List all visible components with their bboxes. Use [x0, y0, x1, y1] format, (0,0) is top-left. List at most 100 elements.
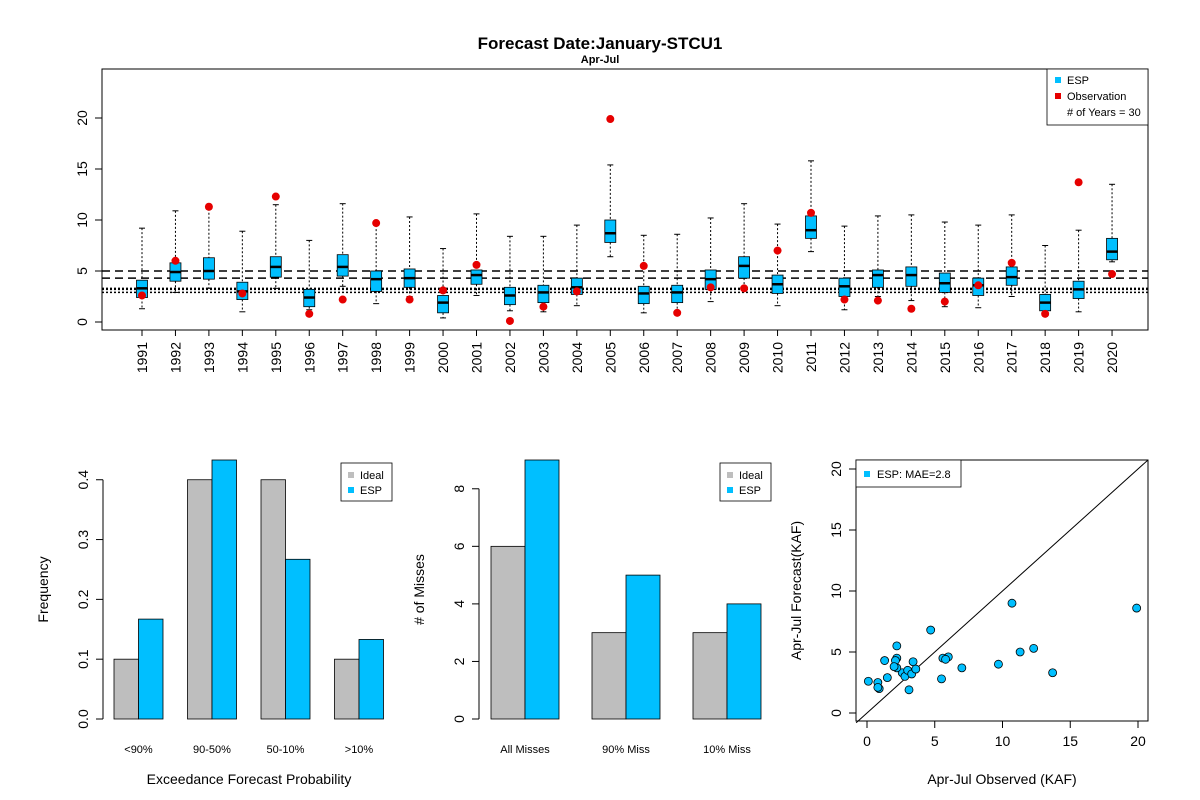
- observation-point: [138, 291, 146, 300]
- x-tick-label-year: 1991: [134, 342, 150, 373]
- freq-y-tick-label: 0.2: [75, 589, 91, 609]
- observation-point: [271, 192, 280, 201]
- freq-category-label: 50-10%: [267, 744, 305, 756]
- scatter-point: [880, 656, 890, 665]
- observation-point: [940, 297, 949, 306]
- scatter-point: [882, 673, 892, 683]
- freq-x-axis-title: Exceedance Forecast Probability: [147, 771, 352, 787]
- x-tick-label-year: 2001: [469, 342, 485, 373]
- misses-legend-swatch-ideal: [727, 472, 733, 478]
- misses-bar-ideal: [692, 632, 728, 720]
- observation-point: [907, 304, 916, 313]
- x-tick-label-year: 2014: [903, 342, 919, 373]
- x-tick-label-year: 2013: [870, 342, 886, 373]
- scatter-point: [1029, 643, 1039, 653]
- chart-subtitle: Apr-Jul: [580, 54, 620, 66]
- observation-point: [873, 296, 882, 305]
- observation-point: [1074, 178, 1083, 187]
- freq-legend-swatch-ideal: [348, 472, 354, 478]
- x-tick-label-year: 2009: [736, 342, 752, 373]
- scatter-legend-swatch: [864, 471, 870, 477]
- misses-bar-ideal: [591, 632, 627, 720]
- x-tick-label-year: 2020: [1104, 342, 1120, 373]
- y-tick-label: 0: [74, 318, 90, 326]
- misses-bar-esp: [625, 574, 661, 720]
- misses-category-label: 90% Miss: [602, 744, 650, 756]
- esp-box: [872, 269, 884, 288]
- esp-box: [637, 285, 650, 305]
- freq-bar-esp: [285, 558, 311, 720]
- freq-bar-ideal: [260, 479, 286, 720]
- misses-legend-label-esp: ESP: [739, 485, 761, 497]
- observation-point: [807, 208, 815, 217]
- scatter-point: [904, 685, 914, 695]
- misses-legend-swatch-esp: [727, 487, 733, 493]
- observation-point: [305, 309, 314, 318]
- observation-point: [439, 286, 448, 295]
- misses-legend-label-ideal: Ideal: [739, 470, 763, 482]
- misses-y-tick-label: 2: [451, 657, 467, 665]
- misses-bar-ideal: [490, 545, 526, 720]
- observation-point: [639, 261, 648, 270]
- scatter-x-tick-label: 10: [995, 733, 1011, 749]
- x-tick-label-year: 1999: [402, 342, 418, 373]
- misses-y-tick-label: 0: [451, 715, 467, 723]
- observation-point: [606, 115, 615, 124]
- observation-point: [372, 219, 381, 228]
- esp-box: [370, 270, 383, 292]
- scatter-x-tick-label: 20: [1130, 733, 1146, 749]
- scatter-point: [1015, 647, 1025, 657]
- esp-box: [1106, 237, 1118, 261]
- freq-bar-esp: [211, 459, 237, 720]
- scatter-legend: [855, 459, 962, 488]
- freq-category-label: <90%: [124, 744, 153, 756]
- legend-years-note: # of Years = 30: [1067, 107, 1141, 119]
- misses-bar-esp: [524, 459, 560, 720]
- observation-point: [539, 302, 548, 311]
- x-tick-label-year: 2003: [535, 342, 551, 373]
- scatter-x-tick-label: 0: [863, 733, 871, 749]
- scatter-point: [1132, 603, 1142, 613]
- observation-point: [1041, 309, 1050, 318]
- observation-point: [238, 289, 247, 298]
- freq-legend-label-ideal: Ideal: [360, 470, 384, 482]
- scatter-point: [908, 657, 918, 667]
- observation-point: [673, 308, 682, 317]
- scatter-y-tick-label: 10: [828, 583, 844, 599]
- chart-title: Forecast Date:January-STCU1: [477, 34, 723, 53]
- x-tick-label-year: 2012: [836, 342, 852, 373]
- freq-bar-esp: [358, 639, 384, 720]
- freq-y-tick-label: 0.1: [75, 649, 91, 669]
- x-tick-label-year: 1994: [234, 342, 250, 373]
- y-tick-label: 5: [74, 267, 90, 275]
- observation-point: [1007, 258, 1016, 267]
- x-tick-label-year: 2016: [970, 342, 986, 373]
- observation-point: [740, 284, 749, 293]
- freq-category-label: >10%: [345, 744, 374, 756]
- x-tick-label-year: 2006: [636, 342, 652, 373]
- freq-bar-ideal: [187, 479, 213, 720]
- freq-legend-label-esp: ESP: [360, 485, 382, 497]
- scatter-y-tick-label: 5: [828, 648, 844, 656]
- esp-box: [671, 284, 684, 304]
- misses-y-tick-label: 4: [451, 600, 467, 608]
- freq-bar-ideal: [113, 658, 139, 720]
- scatter-point: [911, 664, 921, 674]
- observation-point: [338, 295, 347, 304]
- freq-bar-esp: [138, 618, 164, 720]
- observation-point: [505, 316, 514, 325]
- x-tick-label-year: 2010: [770, 342, 786, 373]
- freq-category-label: 90-50%: [193, 744, 231, 756]
- freq-y-tick-label: 0.3: [75, 530, 91, 550]
- boxplot-legend: [1046, 68, 1149, 126]
- esp-box: [437, 295, 449, 314]
- scatter-point: [873, 682, 883, 692]
- boxplot-frame: [101, 68, 1149, 331]
- scatter-point: [892, 641, 902, 651]
- x-tick-label-year: 1993: [201, 342, 217, 373]
- legend-label-observation: Observation: [1067, 91, 1126, 103]
- freq-legend-swatch-esp: [348, 487, 354, 493]
- freq-legend: [340, 462, 393, 502]
- scatter-point: [941, 654, 950, 664]
